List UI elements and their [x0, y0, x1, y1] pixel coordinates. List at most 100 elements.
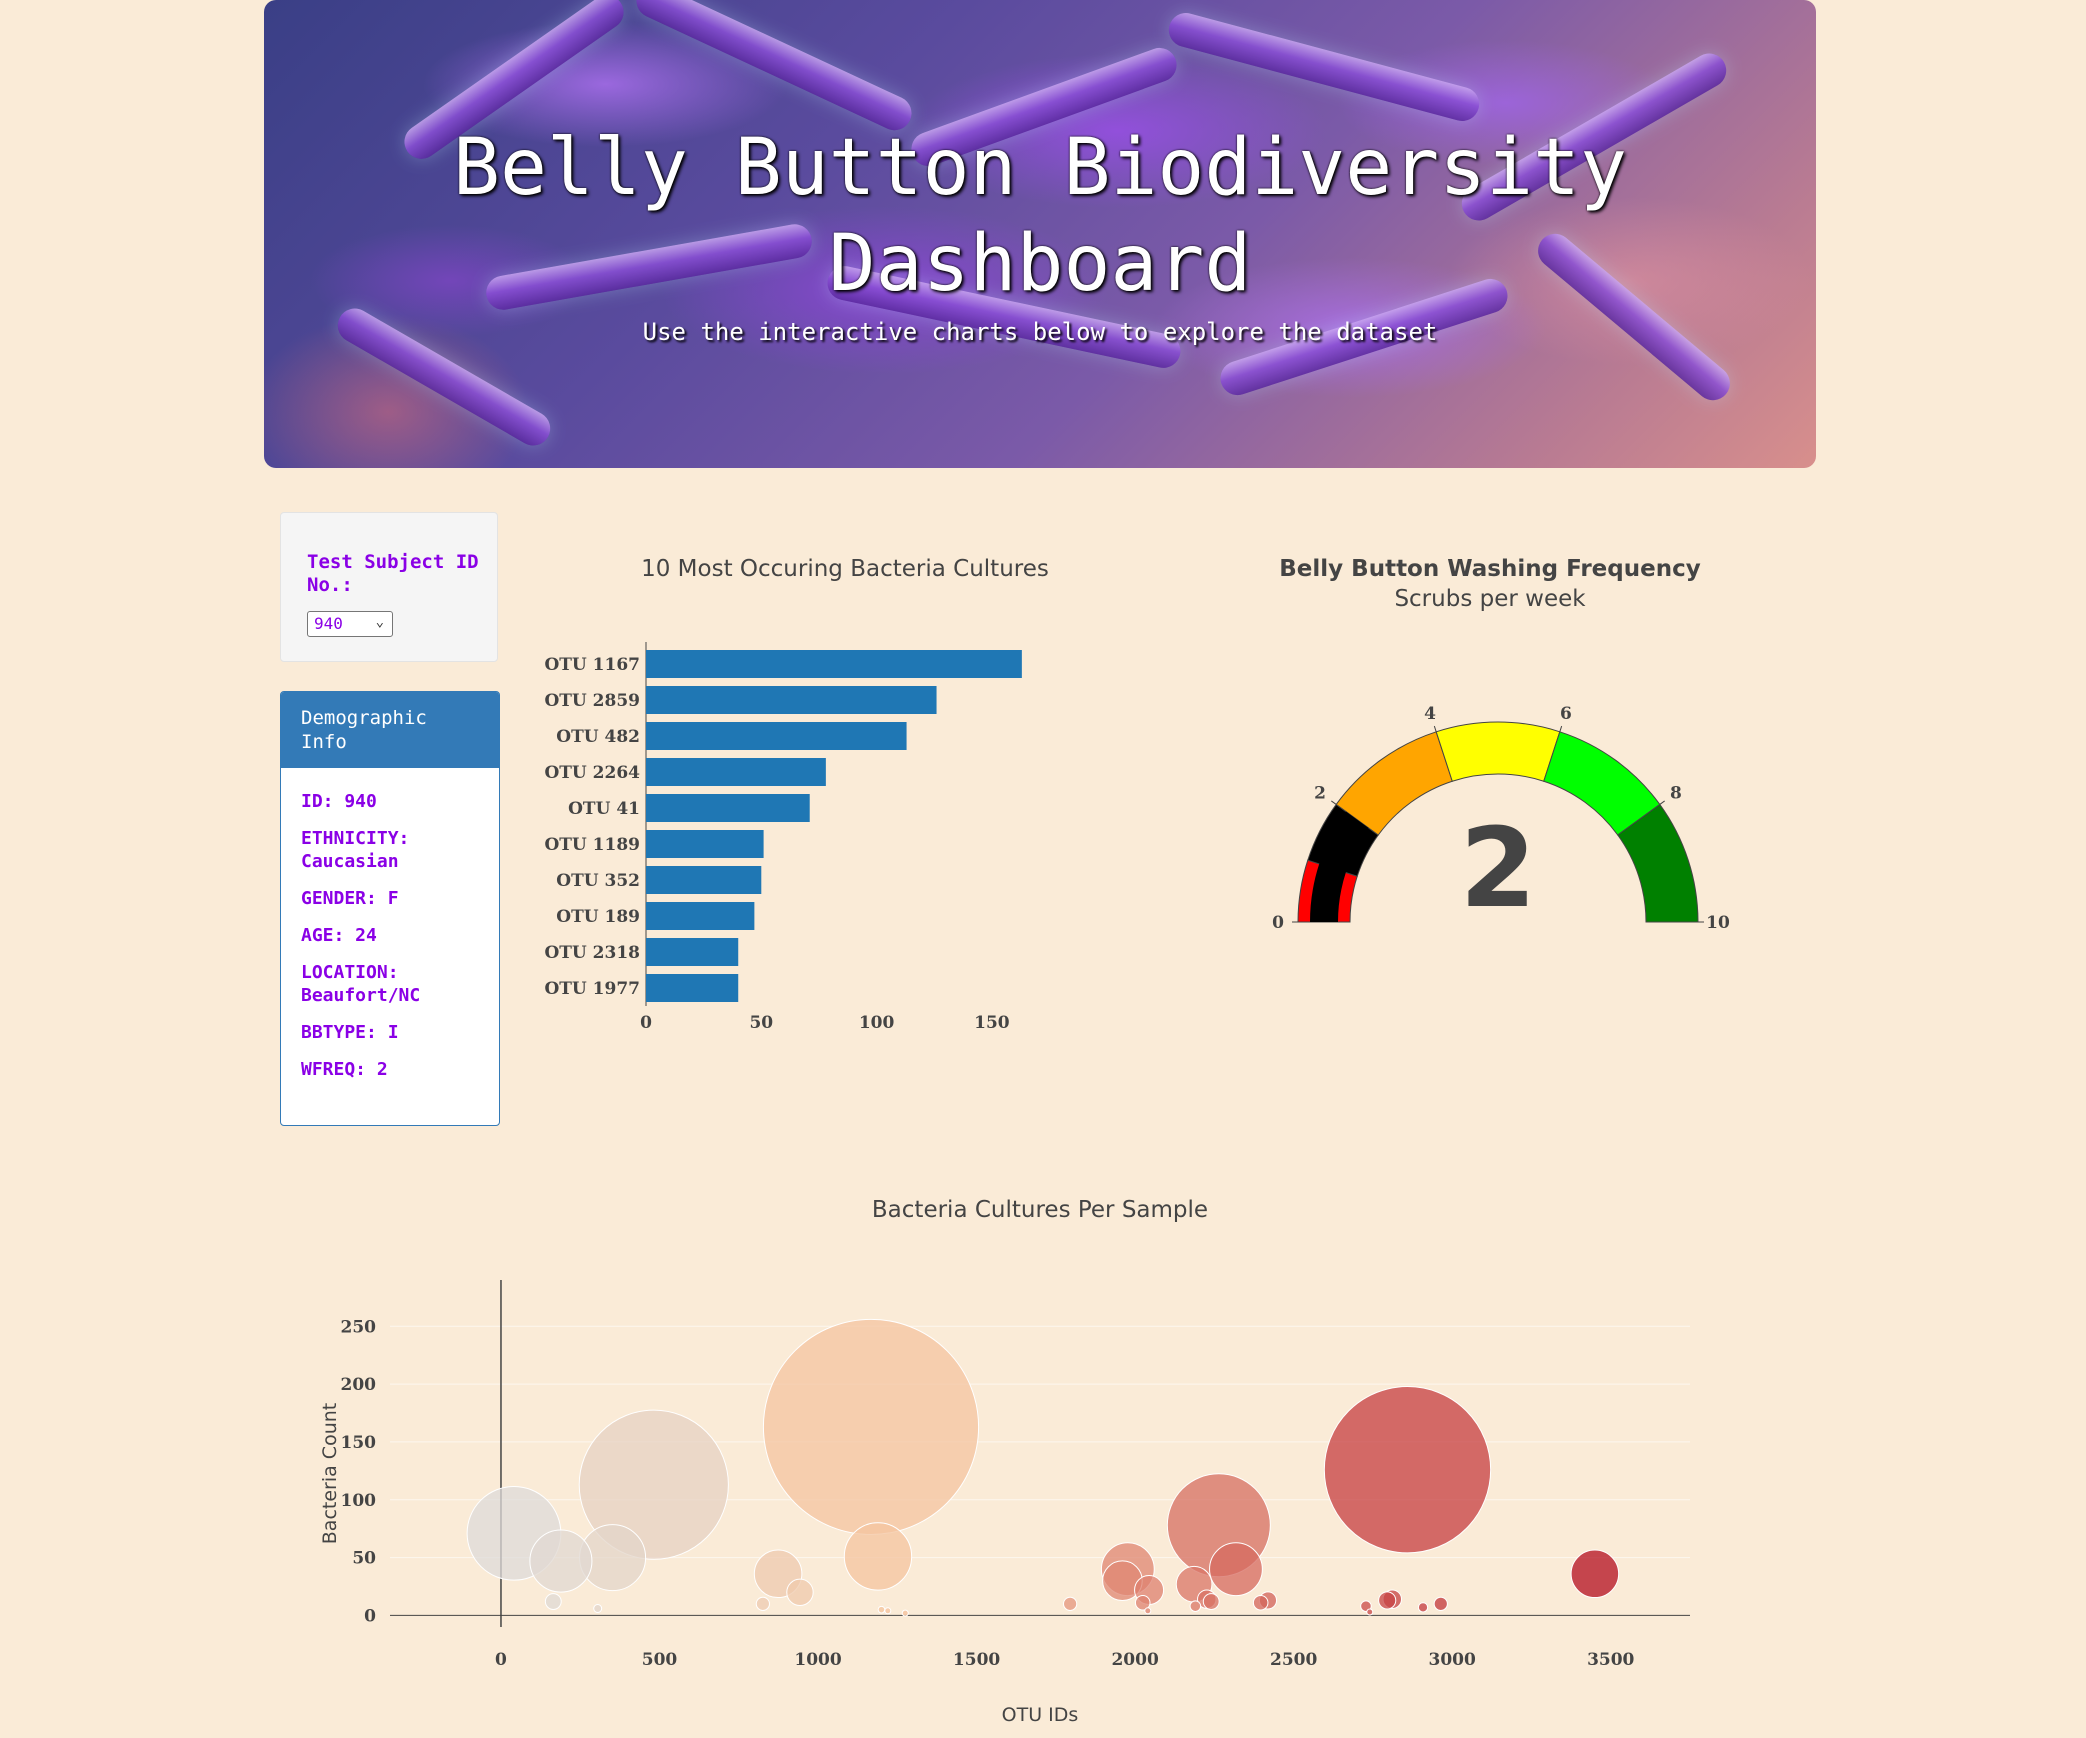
bar-chart-x-tick-label: 50 — [749, 1013, 773, 1033]
bar-chart-category-label: OTU 1977 — [544, 979, 640, 999]
gauge-tick — [1331, 800, 1337, 805]
bar — [646, 722, 907, 750]
bubble-point — [1209, 1542, 1263, 1597]
demo-gender: GENDER: F — [301, 888, 399, 909]
bubble-point — [1323, 1386, 1492, 1554]
bubble-chart-title: Bacteria Cultures Per Sample — [871, 1197, 1209, 1223]
demographic-info-panel: Demographic Info ID: 940 ETHNICITY: Cauc… — [280, 691, 500, 1126]
gauge-subtitle: Scrubs per week — [1394, 586, 1586, 612]
bubble-point — [843, 1522, 913, 1591]
demographic-info-heading: Demographic Info — [281, 692, 499, 768]
bubble-chart-y-tick-label: 250 — [341, 1317, 377, 1337]
header-banner: Belly Button Biodiversity Dashboard Use … — [264, 0, 1816, 468]
bubble-point — [1189, 1600, 1202, 1612]
demo-ethnicity: ETHNICITY: Caucasian — [301, 828, 410, 872]
subject-id-select[interactable]: 940 ⌄ — [307, 611, 393, 637]
bar-chart-category-label: OTU 1189 — [544, 835, 640, 855]
gauge-tick-label: 6 — [1560, 704, 1572, 724]
gauge-tick-label: 8 — [1670, 784, 1682, 804]
bubble-chart-y-axis-label: Bacteria Count — [319, 1403, 341, 1544]
gauge-title: Belly Button Washing Frequency — [1279, 556, 1701, 582]
page-title: Belly Button Biodiversity Dashboard — [264, 120, 1816, 312]
bubble-chart-x-tick-label: 500 — [642, 1650, 678, 1670]
selector-label: Test Subject ID No.: — [307, 551, 479, 596]
bubble-chart-x-tick-label: 1500 — [953, 1650, 1000, 1670]
bar-chart-x-tick-label: 100 — [859, 1013, 895, 1033]
bubble-point — [1417, 1602, 1429, 1613]
gauge-step — [1435, 721, 1561, 782]
bar-chart-category-label: OTU 189 — [556, 907, 640, 927]
bubble-point — [1252, 1594, 1269, 1611]
bar — [646, 902, 755, 930]
bubble-point — [578, 1409, 729, 1560]
demo-bbtype: BBTYPE: I — [301, 1022, 399, 1043]
bacteria-rod — [630, 0, 918, 136]
bubble-chart-x-axis-label: OTU IDs — [1002, 1704, 1079, 1726]
chevron-down-icon: ⌄ — [375, 614, 384, 630]
bubble-chart-y-tick-label: 150 — [341, 1433, 377, 1453]
bubble-point — [1202, 1593, 1220, 1610]
bar — [646, 650, 1022, 678]
gauge-tick-label: 0 — [1272, 913, 1284, 933]
page-title-line2: Dashboard — [828, 219, 1252, 309]
bubble-chart-x-tick-label: 3500 — [1587, 1650, 1634, 1670]
demographic-info-body: ID: 940 ETHNICITY: Caucasian GENDER: F A… — [281, 768, 499, 1081]
bar — [646, 794, 810, 822]
gauge-tick — [1659, 800, 1665, 805]
bubble-chart-y-tick-label: 50 — [352, 1549, 376, 1569]
bubble-point — [1366, 1608, 1374, 1616]
subject-id-selected-value: 940 — [314, 614, 343, 633]
page-subtitle: Use the interactive charts below to expl… — [642, 318, 1438, 346]
bubble-point — [1378, 1591, 1397, 1610]
gauge-tick — [1559, 725, 1563, 732]
bubble-chart-x-tick-label: 0 — [495, 1650, 507, 1670]
gauge-chart[interactable]: 0 2 4 6 8 10 2 — [1240, 680, 1740, 950]
bar-chart[interactable]: OTU 1167 OTU 2859 OTU 482 OTU 2264 OTU 41 OTU… — [520, 600, 1060, 1040]
bar-chart-category-label: OTU 2264 — [544, 763, 640, 783]
bubble-point — [884, 1607, 892, 1615]
gauge-tick-label: 10 — [1706, 913, 1730, 933]
bar-chart-category-label: OTU 482 — [556, 727, 640, 747]
bar — [646, 758, 826, 786]
gauge-value-number: 2 — [1460, 804, 1537, 932]
bar — [646, 938, 739, 966]
bubble-point — [877, 1605, 886, 1614]
bar-chart-category-label: OTU 2859 — [544, 691, 640, 711]
demo-wfreq: WFREQ: 2 — [301, 1059, 388, 1080]
bubble-point — [1134, 1594, 1151, 1611]
demo-age: AGE: 24 — [301, 925, 377, 946]
bubble-point — [593, 1604, 603, 1613]
bubble-chart-x-tick-label: 3000 — [1429, 1650, 1476, 1670]
bar — [646, 686, 937, 714]
bar-chart-x-tick-label: 150 — [974, 1013, 1010, 1033]
page-title-line1: Belly Button Biodiversity — [453, 123, 1627, 213]
bar — [646, 830, 764, 858]
demo-id: ID: 940 — [301, 791, 377, 812]
bubble-chart-x-tick-label: 2000 — [1111, 1650, 1158, 1670]
subject-selector-panel: Test Subject ID No.: 940 ⌄ — [280, 512, 498, 662]
bubble-point — [1570, 1549, 1620, 1599]
bar-chart-category-label: OTU 1167 — [544, 655, 640, 675]
bubble-point — [1433, 1596, 1448, 1611]
bar-chart-category-label: OTU 41 — [568, 799, 640, 819]
bubble-point — [1144, 1607, 1152, 1615]
bubble-point — [901, 1609, 909, 1617]
bubble-chart-y-tick-label: 200 — [341, 1375, 377, 1395]
gauge-step — [1617, 803, 1699, 923]
bar — [646, 974, 739, 1002]
bar-chart-x-tick-label: 0 — [640, 1013, 652, 1033]
bubble-point — [762, 1318, 980, 1535]
bubble-chart-y-tick-label: 100 — [341, 1491, 377, 1511]
bubble-point — [544, 1593, 562, 1610]
demo-location: LOCATION: Beaufort/NC — [301, 962, 421, 1006]
bar-chart-title: 10 Most Occuring Bacteria Cultures — [641, 556, 1049, 582]
bubble-chart-x-tick-label: 2500 — [1270, 1650, 1317, 1670]
bar-chart-category-label: OTU 2318 — [544, 943, 640, 963]
bubble-point — [1063, 1596, 1078, 1611]
bacteria-rod — [1165, 9, 1483, 125]
bar-chart-category-label: OTU 352 — [556, 871, 640, 891]
bubble-chart-x-tick-label: 1000 — [794, 1650, 841, 1670]
bar — [646, 866, 762, 894]
gauge-value-bar — [1310, 811, 1369, 922]
